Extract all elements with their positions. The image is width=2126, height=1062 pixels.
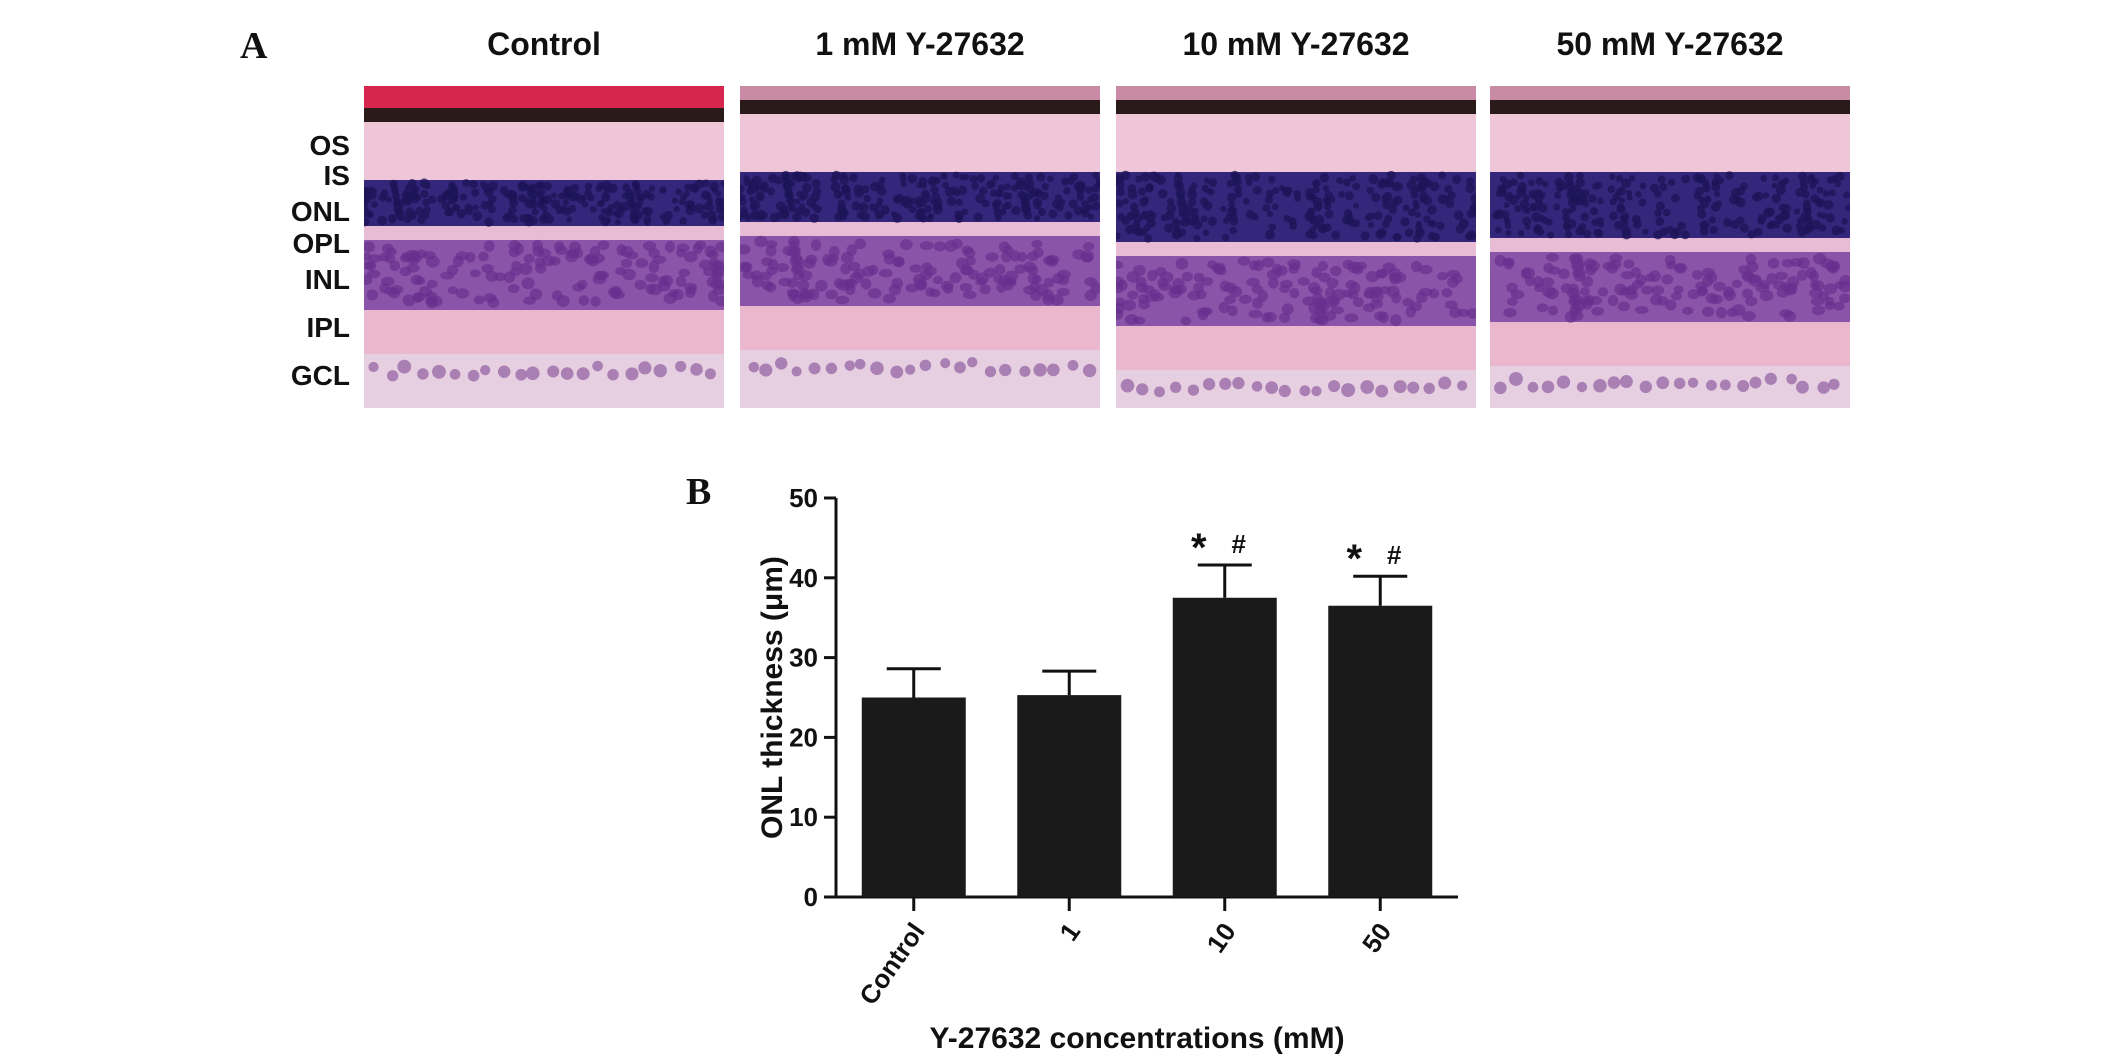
opl-band — [1490, 238, 1850, 252]
opl-band — [740, 222, 1100, 236]
os-is-band — [1490, 114, 1850, 172]
layer-label-onl: ONL — [290, 196, 350, 227]
os-is-band — [1116, 114, 1476, 172]
inl-nuclei — [364, 239, 724, 309]
os-is-band — [740, 114, 1100, 172]
layer-label-os: OS — [309, 130, 350, 161]
bar-control — [861, 697, 966, 897]
x-tick-label: Control — [853, 917, 931, 1010]
gcl-cells — [748, 357, 1097, 379]
micrograph-10mm — [1116, 86, 1476, 408]
layer-label-ipl: IPL — [306, 312, 350, 343]
gcl-cells — [1494, 372, 1840, 395]
layer-label-inl: INL — [304, 264, 350, 295]
choroid-band — [1116, 86, 1476, 100]
os-is-band — [364, 122, 724, 180]
micrograph-control — [364, 86, 724, 408]
column-title-1mm: 1 mM Y-27632 — [815, 26, 1025, 62]
significance-star: * — [1346, 537, 1362, 581]
gcl-cells — [1120, 376, 1468, 398]
layer-label-opl: OPL — [292, 228, 350, 259]
onl-nuclei — [1492, 171, 1850, 240]
onl-nuclei — [740, 170, 1100, 223]
y-tick-label: 10 — [789, 802, 818, 832]
y-tick-label: 0 — [804, 882, 818, 912]
micrograph-50mm — [1490, 86, 1850, 408]
ipl-band — [364, 310, 724, 354]
gcl-cells — [368, 359, 716, 382]
choroid-band — [740, 86, 1100, 100]
panel-a-letter: A — [240, 25, 268, 67]
micrograph-1mm — [740, 86, 1100, 408]
onl-nuclei — [364, 178, 724, 227]
panel-b-letter: B — [686, 471, 712, 513]
bar-10 — [1172, 597, 1277, 897]
ipl-band — [1116, 326, 1476, 370]
ipl-band — [740, 306, 1100, 350]
column-title-50mm: 50 mM Y-27632 — [1556, 26, 1784, 62]
pigment-band — [740, 100, 1100, 114]
y-tick-label: 30 — [789, 643, 818, 673]
layer-label-gcl: GCL — [290, 360, 350, 391]
x-tick-label: 1 — [1053, 917, 1086, 946]
x-tick-label: 50 — [1356, 917, 1397, 958]
y-axis-title: ONL thickness (μm) — [756, 556, 789, 839]
y-tick-label: 40 — [789, 563, 818, 593]
choroid-band — [364, 86, 724, 108]
bar-1 — [1017, 695, 1122, 897]
opl-band — [1116, 242, 1476, 256]
pigment-band — [364, 108, 724, 122]
significance-hash: # — [1387, 540, 1402, 570]
significance-star: * — [1191, 526, 1207, 570]
ipl-band — [1490, 322, 1850, 366]
inl-nuclei — [1494, 252, 1850, 323]
pigment-band — [1116, 100, 1476, 114]
x-axis-title: Y-27632 concentrations (mM) — [929, 1022, 1344, 1055]
x-tick-label: 10 — [1201, 917, 1242, 958]
onl-nuclei — [1116, 170, 1476, 243]
significance-hash: # — [1232, 529, 1247, 559]
choroid-band — [1490, 86, 1850, 100]
layer-label-is: IS — [323, 160, 350, 191]
opl-band — [364, 226, 724, 240]
bar-50 — [1328, 605, 1433, 897]
column-title-10mm: 10 mM Y-27632 — [1182, 26, 1410, 62]
gcl-band — [364, 354, 724, 408]
inl-nuclei — [1116, 256, 1476, 327]
column-title-control: Control — [487, 26, 601, 62]
inl-nuclei — [740, 235, 1100, 306]
pigment-band — [1490, 100, 1850, 114]
y-tick-label: 20 — [789, 722, 818, 752]
gcl-band — [740, 350, 1100, 408]
y-tick-label: 50 — [789, 483, 818, 513]
